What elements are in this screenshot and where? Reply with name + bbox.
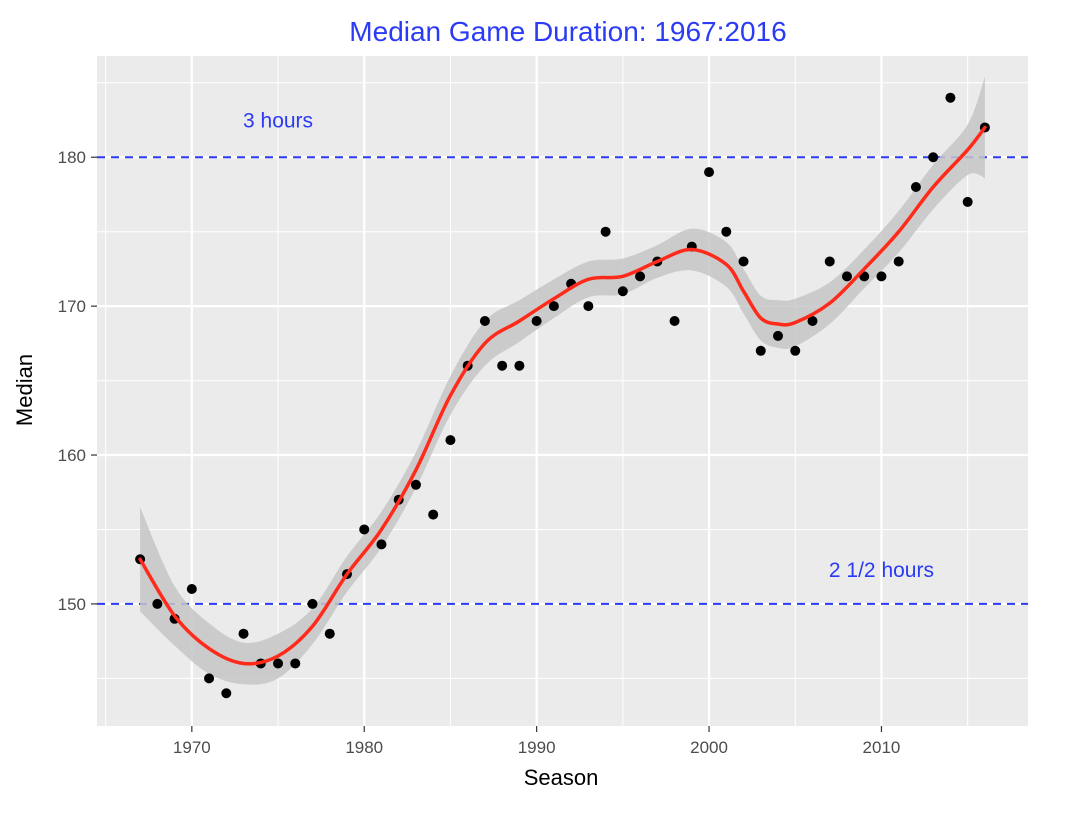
data-points (135, 92, 990, 699)
data-point (841, 271, 852, 282)
x-axis-title: Season (524, 765, 599, 790)
data-point (583, 301, 594, 312)
data-point (617, 286, 628, 297)
data-point (893, 256, 904, 267)
data-point (910, 182, 921, 193)
data-point (600, 226, 611, 237)
data-point (221, 688, 232, 699)
data-point (445, 435, 456, 446)
data-point (152, 598, 163, 609)
data-point (204, 673, 215, 684)
x-axis: 1970 1980 1990 2000 2010 (173, 726, 900, 757)
data-point (962, 196, 973, 207)
y-tick-label: 180 (58, 148, 86, 167)
data-point (704, 167, 715, 178)
data-point (497, 360, 508, 371)
data-point (376, 539, 387, 550)
plot-panel (97, 56, 1028, 726)
data-point (945, 92, 956, 103)
y-tick-label: 170 (58, 297, 86, 316)
data-point (324, 628, 335, 639)
data-point (290, 658, 301, 669)
x-tick-label: 1980 (345, 738, 383, 757)
data-point (928, 152, 939, 163)
data-point (479, 316, 490, 327)
x-tick-label: 2010 (863, 738, 901, 757)
data-point (773, 330, 784, 341)
data-point (359, 524, 370, 535)
data-point (669, 316, 680, 327)
x-tick-label: 2000 (690, 738, 728, 757)
data-point (738, 256, 749, 267)
data-point (531, 316, 542, 327)
y-axis-title: Median (12, 354, 37, 426)
x-tick-label: 1990 (518, 738, 556, 757)
x-tick-label: 1970 (173, 738, 211, 757)
data-point (721, 226, 732, 237)
data-point (876, 271, 887, 282)
data-point (790, 345, 801, 356)
data-point (548, 301, 559, 312)
hline-label: 3 hours (243, 109, 313, 132)
y-axis: 150 160 170 180 (58, 148, 97, 614)
reference-lines (97, 156, 1028, 605)
data-point (755, 345, 766, 356)
smooth-curve (138, 125, 987, 666)
data-point (807, 316, 818, 327)
data-point (273, 658, 284, 669)
smooth-line (138, 125, 987, 666)
annotations: 3 hours 2 1/2 hours (243, 109, 934, 582)
data-point (514, 360, 525, 371)
data-point (635, 271, 646, 282)
y-tick-label: 150 (58, 595, 86, 614)
hline-label: 2 1/2 hours (829, 559, 934, 582)
data-point (238, 628, 249, 639)
data-point (824, 256, 835, 267)
data-point (186, 584, 197, 595)
data-point (428, 509, 439, 520)
chart-title: Median Game Duration: 1967:2016 (349, 16, 786, 47)
data-point (410, 479, 421, 490)
y-tick-label: 160 (58, 446, 86, 465)
data-point (307, 598, 318, 609)
